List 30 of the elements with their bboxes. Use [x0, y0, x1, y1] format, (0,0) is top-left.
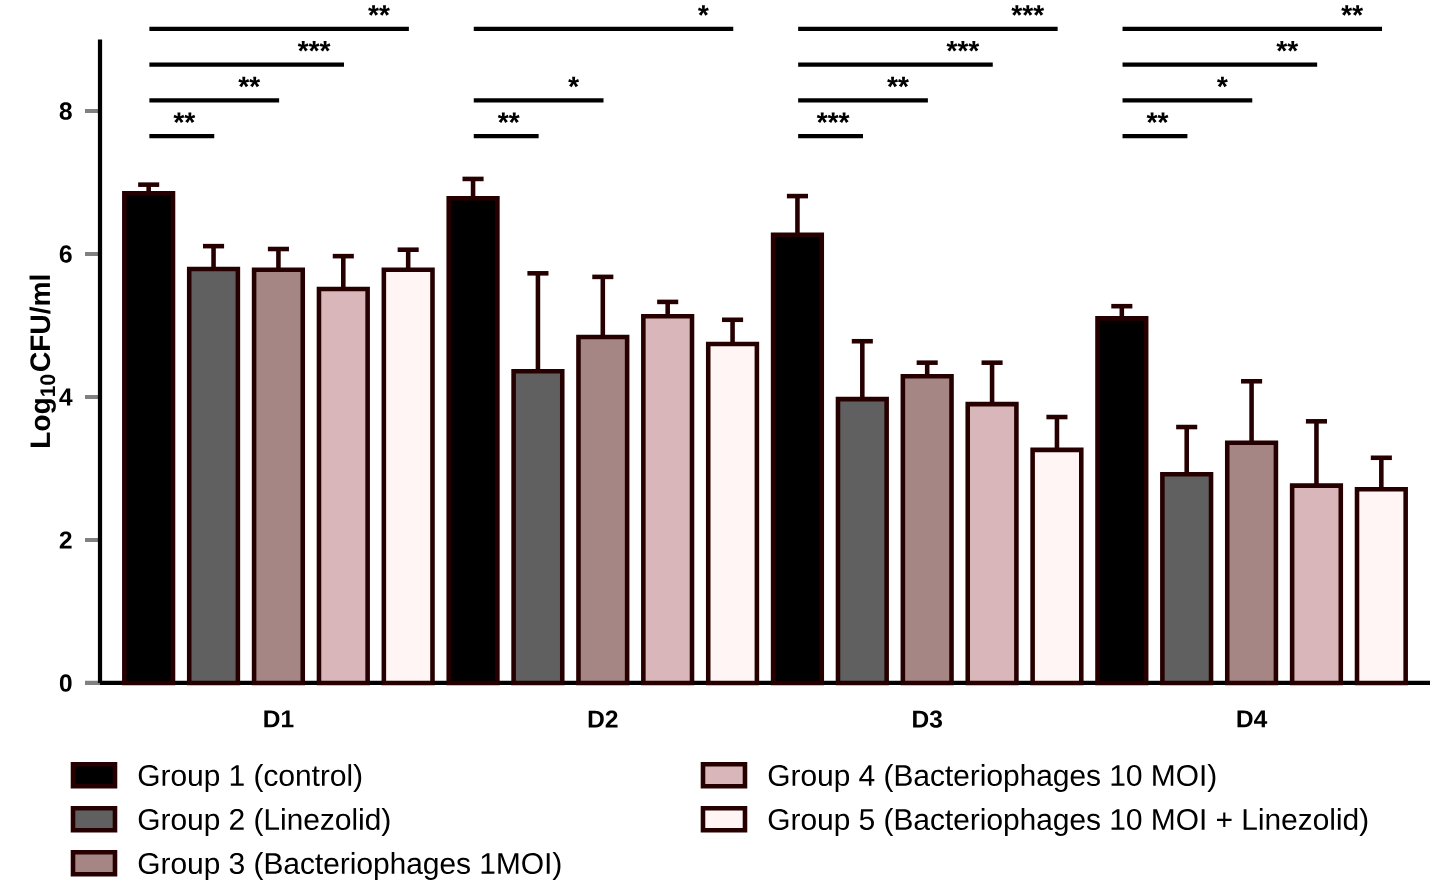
text: *** [1011, 5, 1045, 16]
annotation: ** [1276, 40, 1299, 52]
y-tick-label: 2 [59, 531, 72, 549]
text: ** [1341, 5, 1364, 16]
legend-label: Group 1 (control) [138, 764, 362, 792]
annotation: ** [1146, 112, 1169, 123]
annotation: *** [946, 40, 980, 52]
annotation: * [568, 76, 580, 88]
x-tick-label: D2 [588, 710, 618, 728]
y-axis-title: Log$_{10}$CFU/ml [29, 275, 56, 447]
text: ** [368, 5, 390, 16]
annotation: ** [173, 112, 196, 123]
x-tick-label: D1 [264, 710, 294, 728]
annotation: *** [297, 40, 331, 52]
legend-label: Group 2 (Linezolid) [138, 808, 390, 836]
x-tick-label: D4 [1237, 710, 1268, 728]
annotation: ** [497, 112, 520, 123]
legend-label: Group 5 (Bacteriophages 10 MOI + Linezolid) [768, 808, 1368, 836]
y-tick-label: 6 [59, 245, 72, 263]
annotation: ** [887, 76, 909, 88]
legend-label: Group 4 (Bacteriophages 10 MOI) [768, 764, 1216, 792]
text: * [697, 5, 709, 16]
annotation: * [1216, 76, 1228, 88]
annotation: *** [816, 112, 850, 123]
x-tick-label: D3 [913, 710, 943, 728]
legend-label: Group 3 (Bacteriophages 1MOI) [138, 852, 561, 880]
y-tick-label: 8 [59, 102, 72, 120]
annotation: ** [238, 76, 261, 88]
y-tick-label: 4 [59, 388, 73, 406]
y-tick-label: 0 [59, 674, 72, 692]
